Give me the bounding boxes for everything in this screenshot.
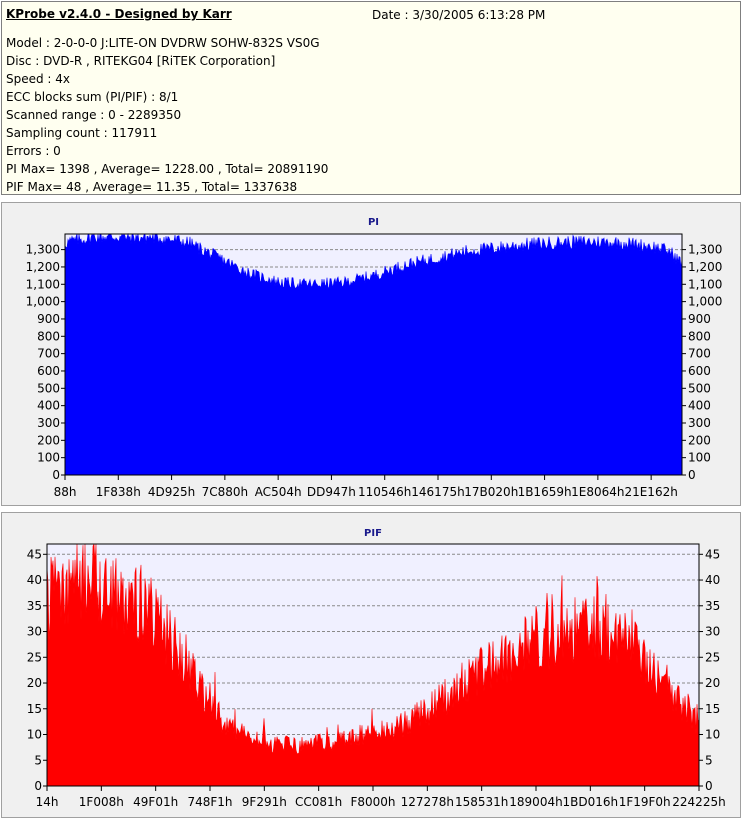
y-tick-label-left: 1,000: [26, 295, 60, 309]
x-tick-label: 7C880h: [202, 485, 249, 499]
y-tick-label-right: 35: [705, 599, 720, 613]
y-tick-label-left: 5: [34, 753, 42, 767]
x-tick-label: 127278h: [401, 795, 454, 809]
scan-info-line: Speed : 4x: [6, 72, 71, 86]
y-tick-label-right: 0: [688, 468, 696, 482]
x-tick-label: 4D925h: [148, 485, 195, 499]
plot-frame: [64, 233, 683, 476]
pif-chart-panel: PIF 0 0 5 5 10 10 15 15 20 20 25 25 30 30 35 35 40 40 45 45 1…: [1, 512, 741, 818]
y-tick-label-left: 10: [27, 728, 42, 742]
y-tick-label-left: 20: [27, 676, 42, 690]
y-tick-label-left: 700: [37, 347, 60, 361]
y-tick-label-right: 700: [688, 347, 711, 361]
chart-title: PIF: [364, 528, 382, 539]
x-tick-label: 110546h: [358, 485, 411, 499]
y-tick-label-right: 20: [705, 676, 720, 690]
x-tick-label: CC081h: [295, 795, 342, 809]
y-tick-label-left: 800: [37, 329, 60, 343]
scan-info-line: PIF Max= 48 , Average= 11.35 , Total= 13…: [6, 180, 298, 194]
data-series-area: [46, 543, 700, 787]
info-header: KProbe v2.4.0 - Designed by Karr Date : …: [1, 1, 741, 195]
x-tick-label: AC504h: [255, 485, 302, 499]
scan-date: Date : 3/30/2005 6:13:28 PM: [372, 8, 546, 22]
x-tick-label: 14h: [36, 795, 59, 809]
y-tick-label-right: 800: [688, 329, 711, 343]
y-tick-label-left: 15: [27, 702, 42, 716]
y-tick-label-right: 300: [688, 416, 711, 430]
y-tick-label-right: 900: [688, 312, 711, 326]
y-tick-label-right: 10: [705, 728, 720, 742]
x-tick-label: 146175h: [411, 485, 464, 499]
y-tick-label-left: 1,300: [26, 243, 60, 257]
y-tick-label-left: 25: [27, 650, 42, 664]
y-tick-label-right: 400: [688, 399, 711, 413]
x-tick-label: 1BD016h: [563, 795, 619, 809]
pi-chart-panel: PI 0 0 100 100 200 200 300 300 400 400 500 500 600 600…: [1, 202, 741, 506]
y-tick-label-left: 900: [37, 312, 60, 326]
scan-info-line: Disc : DVD-R , RITEKG04 [RiTEK Corporati…: [6, 54, 276, 68]
y-tick-label-left: 0: [52, 468, 60, 482]
pi-chart: PI 0 0 100 100 200 200 300 300 400 400 500 500 600 600…: [26, 217, 723, 499]
y-tick-label-right: 1,100: [688, 277, 722, 291]
y-tick-label-right: 100: [688, 451, 711, 465]
y-tick-label-left: 35: [27, 599, 42, 613]
y-tick-label-left: 40: [27, 573, 42, 587]
y-tick-label-right: 0: [705, 779, 713, 793]
x-tick-label: DD947h: [307, 485, 356, 499]
y-tick-label-right: 600: [688, 364, 711, 378]
x-tick-label: 748F1h: [187, 795, 232, 809]
y-tick-label-left: 400: [37, 399, 60, 413]
x-tick-label: 88h: [54, 485, 77, 499]
x-tick-label: 9F291h: [242, 795, 287, 809]
y-tick-label-right: 40: [705, 573, 720, 587]
x-tick-label: 21E162h: [624, 485, 677, 499]
y-tick-label-right: 1,300: [688, 243, 722, 257]
x-tick-label: 1F008h: [79, 795, 124, 809]
y-tick-label-right: 5: [705, 753, 713, 767]
x-tick-label: 158531h: [455, 795, 508, 809]
y-tick-label-right: 25: [705, 650, 720, 664]
x-tick-label: 1E8064h: [571, 485, 624, 499]
y-tick-label-right: 45: [705, 547, 720, 561]
scan-info-line: Sampling count : 117911: [6, 126, 158, 140]
scan-info-line: PI Max= 1398 , Average= 1228.00 , Total=…: [6, 162, 329, 176]
x-tick-label: 1B1659h: [518, 485, 572, 499]
x-tick-label: 17B020h: [464, 485, 518, 499]
x-tick-label: F8000h: [350, 795, 395, 809]
y-tick-label-left: 0: [34, 779, 42, 793]
y-tick-label-left: 200: [37, 433, 60, 447]
y-tick-label-left: 1,100: [26, 277, 60, 291]
y-tick-label-left: 45: [27, 547, 42, 561]
chart-title: PI: [368, 217, 379, 228]
y-tick-label-left: 500: [37, 381, 60, 395]
y-tick-label-right: 30: [705, 625, 720, 639]
y-tick-label-right: 200: [688, 433, 711, 447]
scan-info-line: Model : 2-0-0-0 J:LITE-ON DVDRW SOHW-832…: [6, 36, 320, 50]
scan-info-list: Model : 2-0-0-0 J:LITE-ON DVDRW SOHW-832…: [6, 34, 328, 196]
data-series-area: [64, 232, 683, 476]
y-tick-label-right: 500: [688, 381, 711, 395]
pif-chart: PIF 0 0 5 5 10 10 15 15 20 20 25 25 30 30 35 35 40 40 45 45 1…: [27, 528, 726, 809]
y-tick-label-right: 15: [705, 702, 720, 716]
y-tick-label-right: 1,000: [688, 295, 722, 309]
y-tick-label-left: 300: [37, 416, 60, 430]
app-title: KProbe v2.4.0 - Designed by Karr: [6, 7, 232, 21]
x-tick-label: 224225h: [672, 795, 725, 809]
scan-info-line: Scanned range : 0 - 2289350: [6, 108, 182, 122]
x-tick-label: 1F838h: [96, 485, 141, 499]
y-tick-label-left: 30: [27, 625, 42, 639]
y-tick-label-left: 600: [37, 364, 60, 378]
x-tick-label: 1F19F0h: [619, 795, 671, 809]
scan-info-line: ECC blocks sum (PI/PIF) : 8/1: [6, 90, 179, 104]
x-tick-label: 189004h: [509, 795, 562, 809]
y-tick-label-right: 1,200: [688, 260, 722, 274]
x-tick-label: 49F01h: [133, 795, 178, 809]
scan-info-line: Errors : 0: [6, 144, 61, 158]
y-tick-label-left: 100: [37, 451, 60, 465]
y-tick-label-left: 1,200: [26, 260, 60, 274]
